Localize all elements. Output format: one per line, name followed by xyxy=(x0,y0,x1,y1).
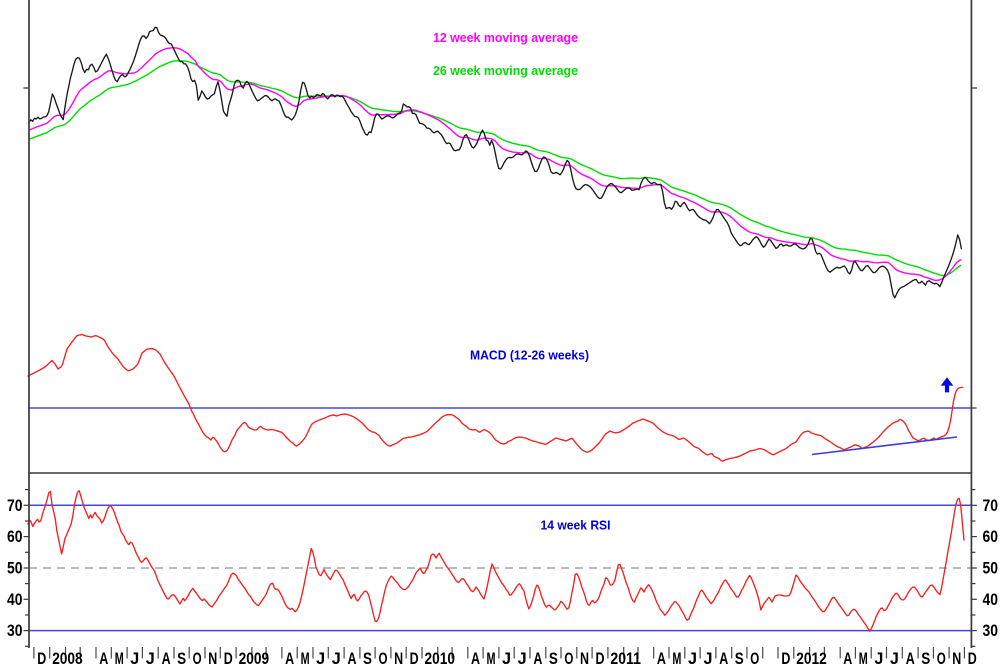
svg-text:A: A xyxy=(843,650,852,667)
svg-text:O: O xyxy=(937,650,946,667)
svg-text:D: D xyxy=(410,650,419,667)
svg-text:D: D xyxy=(224,650,233,667)
svg-text:O: O xyxy=(193,650,202,667)
svg-text:2010: 2010 xyxy=(425,650,456,667)
svg-text:J: J xyxy=(874,650,883,667)
svg-text:D: D xyxy=(37,650,46,667)
svg-text:50: 50 xyxy=(7,560,23,578)
svg-text:N: N xyxy=(580,650,589,667)
svg-text:N: N xyxy=(208,650,217,667)
svg-text:12 week moving average: 12 week moving average xyxy=(433,30,578,45)
svg-text:60: 60 xyxy=(983,528,999,546)
svg-text:J: J xyxy=(502,650,511,667)
svg-text:40: 40 xyxy=(7,591,23,609)
svg-text:S: S xyxy=(921,650,930,667)
svg-text:A: A xyxy=(471,650,480,667)
svg-text:S: S xyxy=(363,650,372,667)
svg-text:M: M xyxy=(487,650,496,667)
svg-text:S: S xyxy=(735,650,744,667)
svg-text:30: 30 xyxy=(983,622,999,640)
svg-text:A: A xyxy=(657,650,666,667)
svg-text:70: 70 xyxy=(7,497,23,515)
svg-text:A: A xyxy=(906,650,915,667)
svg-text:J: J xyxy=(688,650,697,667)
svg-text:D: D xyxy=(968,650,977,667)
svg-text:S: S xyxy=(177,650,186,667)
svg-text:2009: 2009 xyxy=(239,650,270,667)
svg-text:A: A xyxy=(285,650,294,667)
svg-text:J: J xyxy=(890,650,899,667)
svg-text:J: J xyxy=(146,650,155,667)
svg-text:M: M xyxy=(672,650,681,667)
svg-text:2011: 2011 xyxy=(610,650,641,667)
svg-text:O: O xyxy=(379,650,388,667)
svg-text:40: 40 xyxy=(983,591,999,609)
svg-text:O: O xyxy=(750,650,759,667)
svg-text:70: 70 xyxy=(983,497,999,515)
svg-text:M: M xyxy=(301,650,310,667)
svg-text:D: D xyxy=(781,650,790,667)
svg-text:N: N xyxy=(952,650,961,667)
svg-text:A: A xyxy=(162,650,171,667)
svg-text:J: J xyxy=(130,650,139,667)
svg-text:60: 60 xyxy=(7,528,23,546)
svg-text:2008: 2008 xyxy=(52,650,82,667)
svg-text:A: A xyxy=(99,650,108,667)
svg-text:N: N xyxy=(394,650,403,667)
svg-text:O: O xyxy=(564,650,573,667)
svg-text:50: 50 xyxy=(983,560,999,578)
svg-text:MACD (12-26 weeks): MACD (12-26 weeks) xyxy=(470,348,589,363)
svg-text:A: A xyxy=(719,650,728,667)
svg-text:M: M xyxy=(859,650,868,667)
svg-text:30: 30 xyxy=(7,622,23,640)
svg-text:14 week RSI: 14 week RSI xyxy=(541,518,611,533)
svg-text:2012: 2012 xyxy=(796,650,827,667)
svg-text:J: J xyxy=(518,650,527,667)
svg-text:26 week moving average: 26 week moving average xyxy=(433,63,578,78)
svg-text:J: J xyxy=(332,650,341,667)
svg-text:D: D xyxy=(596,650,605,667)
svg-text:J: J xyxy=(704,650,713,667)
svg-text:A: A xyxy=(348,650,357,667)
svg-text:M: M xyxy=(115,650,124,667)
svg-text:A: A xyxy=(533,650,542,667)
svg-text:J: J xyxy=(316,650,325,667)
svg-text:S: S xyxy=(549,650,558,667)
